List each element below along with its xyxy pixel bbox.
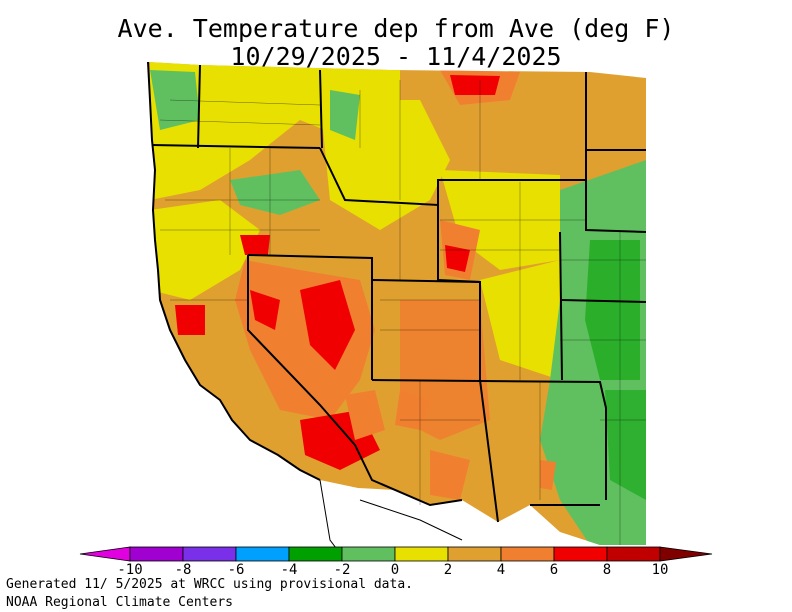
map-title: Ave. Temperature dep from Ave (deg F) (117, 14, 675, 43)
generated-note: Generated 11/ 5/2025 at WRCC using provi… (6, 577, 413, 592)
legend-tick: -4 (280, 562, 298, 578)
legend-tick: -2 (333, 562, 351, 578)
county-borders (159, 80, 646, 545)
legend-tick: -10 (117, 562, 143, 578)
legend-tick: -8 (174, 562, 192, 578)
legend-tick: 6 (549, 562, 559, 578)
map-date-range: 10/29/2025 - 11/4/2025 (230, 42, 562, 71)
legend-tick: 10 (651, 562, 669, 578)
source-note: NOAA Regional Climate Centers (6, 595, 233, 610)
state-borders (147, 61, 647, 523)
shaded-field (148, 62, 646, 545)
legend-tick: 8 (602, 562, 612, 578)
legend-tick: 4 (496, 562, 506, 578)
legend-tick: 0 (390, 562, 400, 578)
legend-tick: -6 (227, 562, 245, 578)
legend-tick: 2 (443, 562, 453, 578)
color-legend (79, 546, 713, 562)
